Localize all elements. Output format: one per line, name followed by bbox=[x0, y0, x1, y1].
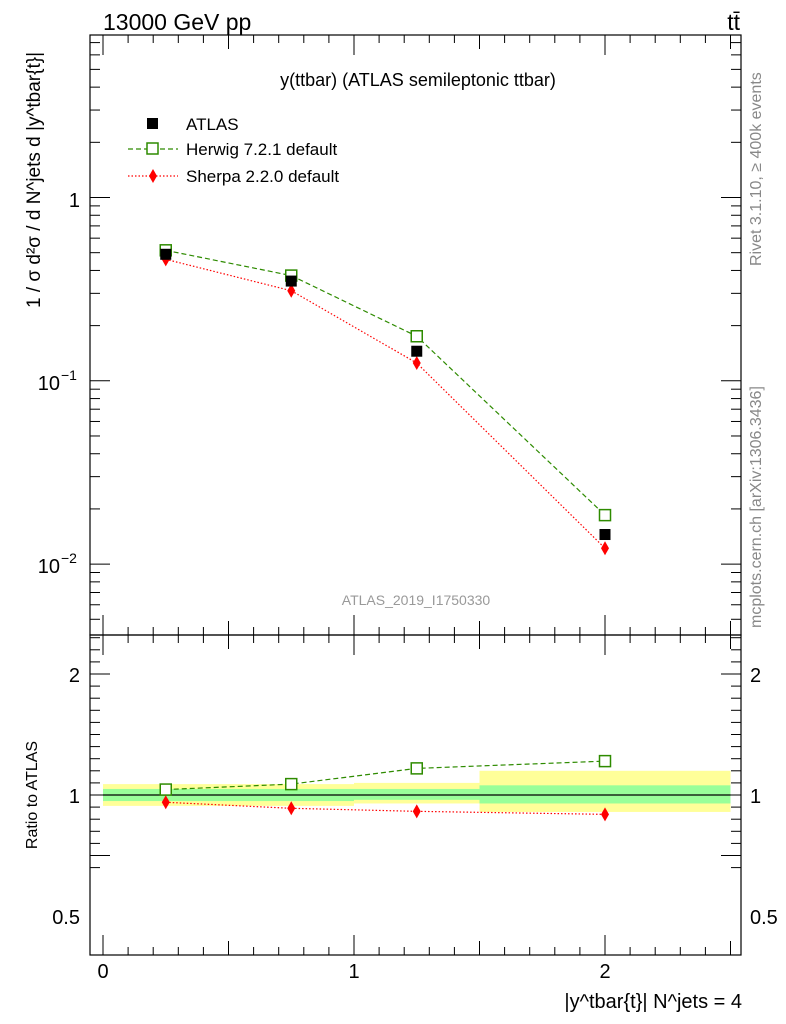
legend-label-herwig: Herwig 7.2.1 default bbox=[186, 140, 337, 159]
main-line-sherpa bbox=[165, 258, 606, 549]
ytick-label-0p1-exp: −1 bbox=[61, 367, 77, 383]
legend-marker-sherpa bbox=[149, 169, 157, 183]
ratio-ytick-right-1: 1 bbox=[750, 786, 761, 808]
mcplots-label: mcplots.cern.ch [arXiv:1306.3436] bbox=[748, 386, 765, 628]
main-point-atlas-3 bbox=[599, 529, 611, 541]
xtick-label-0: 0 bbox=[97, 961, 108, 983]
ratio-ytick-right-2: 2 bbox=[750, 665, 761, 687]
ratio-panel: 0.5 1 2 0.5 1 2 0 1 2 Ratio to ATLAS |y^… bbox=[24, 634, 778, 1013]
rivet-label: Rivet 3.1.10, ≥ 400k events bbox=[748, 72, 765, 266]
ytick-label-1: 1 bbox=[69, 190, 80, 212]
main-point-sherpa-2 bbox=[412, 356, 421, 371]
energy-label: 13000 GeV pp bbox=[103, 9, 251, 35]
ratio-ytick-1: 1 bbox=[69, 786, 80, 808]
ratio-band-inner bbox=[354, 788, 480, 800]
main-title: y(ttbar) (ATLAS semileptonic ttbar) bbox=[280, 70, 556, 90]
main-axis-ticks bbox=[90, 35, 741, 635]
ytick-label-0p01: 10 bbox=[38, 556, 60, 578]
ratio-point-sherpa-1 bbox=[287, 801, 296, 816]
legend-label-atlas: ATLAS bbox=[186, 115, 239, 134]
ratio-ytick-2: 2 bbox=[69, 665, 80, 687]
main-plot-area bbox=[159, 244, 612, 556]
ratio-point-herwig-3 bbox=[598, 754, 612, 768]
xtick-label-2: 2 bbox=[599, 961, 610, 983]
main-point-herwig-2 bbox=[410, 330, 423, 343]
ytick-label-0p01-exp: −2 bbox=[61, 550, 77, 566]
ratio-point-sherpa-0 bbox=[161, 795, 170, 810]
main-point-sherpa-3 bbox=[601, 541, 609, 556]
ratio-line-herwig bbox=[165, 760, 606, 791]
main-point-atlas-1 bbox=[285, 275, 297, 287]
ratio-point-herwig-1 bbox=[285, 777, 298, 791]
xtick-label-1: 1 bbox=[348, 961, 359, 983]
ratio-ytick-0p5: 0.5 bbox=[52, 907, 80, 929]
main-point-herwig-3 bbox=[598, 508, 612, 522]
ratio-point-herwig-2 bbox=[410, 762, 423, 775]
main-point-atlas-2 bbox=[411, 345, 423, 357]
ratio-plot-area bbox=[103, 754, 731, 822]
main-panel: y(ttbar) (ATLAS semileptonic ttbar) 1 10… bbox=[24, 34, 742, 636]
legend-label-sherpa: Sherpa 2.2.0 default bbox=[186, 167, 339, 186]
ratio-band-inner bbox=[479, 785, 731, 804]
main-line-herwig bbox=[165, 249, 606, 516]
x-axis-label: |y^tbar{t}| N^jets = 4 bbox=[564, 991, 742, 1013]
legend-marker-atlas bbox=[147, 118, 158, 129]
ratio-axis-ticks bbox=[90, 635, 741, 955]
main-point-sherpa-1 bbox=[287, 283, 296, 298]
ytick-label-0p1: 10 bbox=[38, 373, 60, 395]
ratio-ylabel: Ratio to ATLAS bbox=[24, 741, 41, 849]
ratio-ytick-right-0p5: 0.5 bbox=[750, 907, 778, 929]
legend: ATLAS Herwig 7.2.1 default Sherpa 2.2.0 … bbox=[128, 115, 339, 186]
process-label: tt̄ bbox=[727, 9, 740, 35]
main-ylabel: 1 / σ d²σ / d N^jets d |y^tbar{t}| bbox=[24, 52, 45, 308]
ratio-point-herwig-0 bbox=[159, 783, 172, 796]
legend-marker-herwig bbox=[146, 142, 159, 155]
analysis-watermark: ATLAS_2019_I1750330 bbox=[342, 592, 491, 608]
main-point-atlas-0 bbox=[160, 248, 172, 260]
ratio-point-sherpa-3 bbox=[601, 807, 609, 822]
ratio-point-sherpa-2 bbox=[412, 804, 421, 819]
